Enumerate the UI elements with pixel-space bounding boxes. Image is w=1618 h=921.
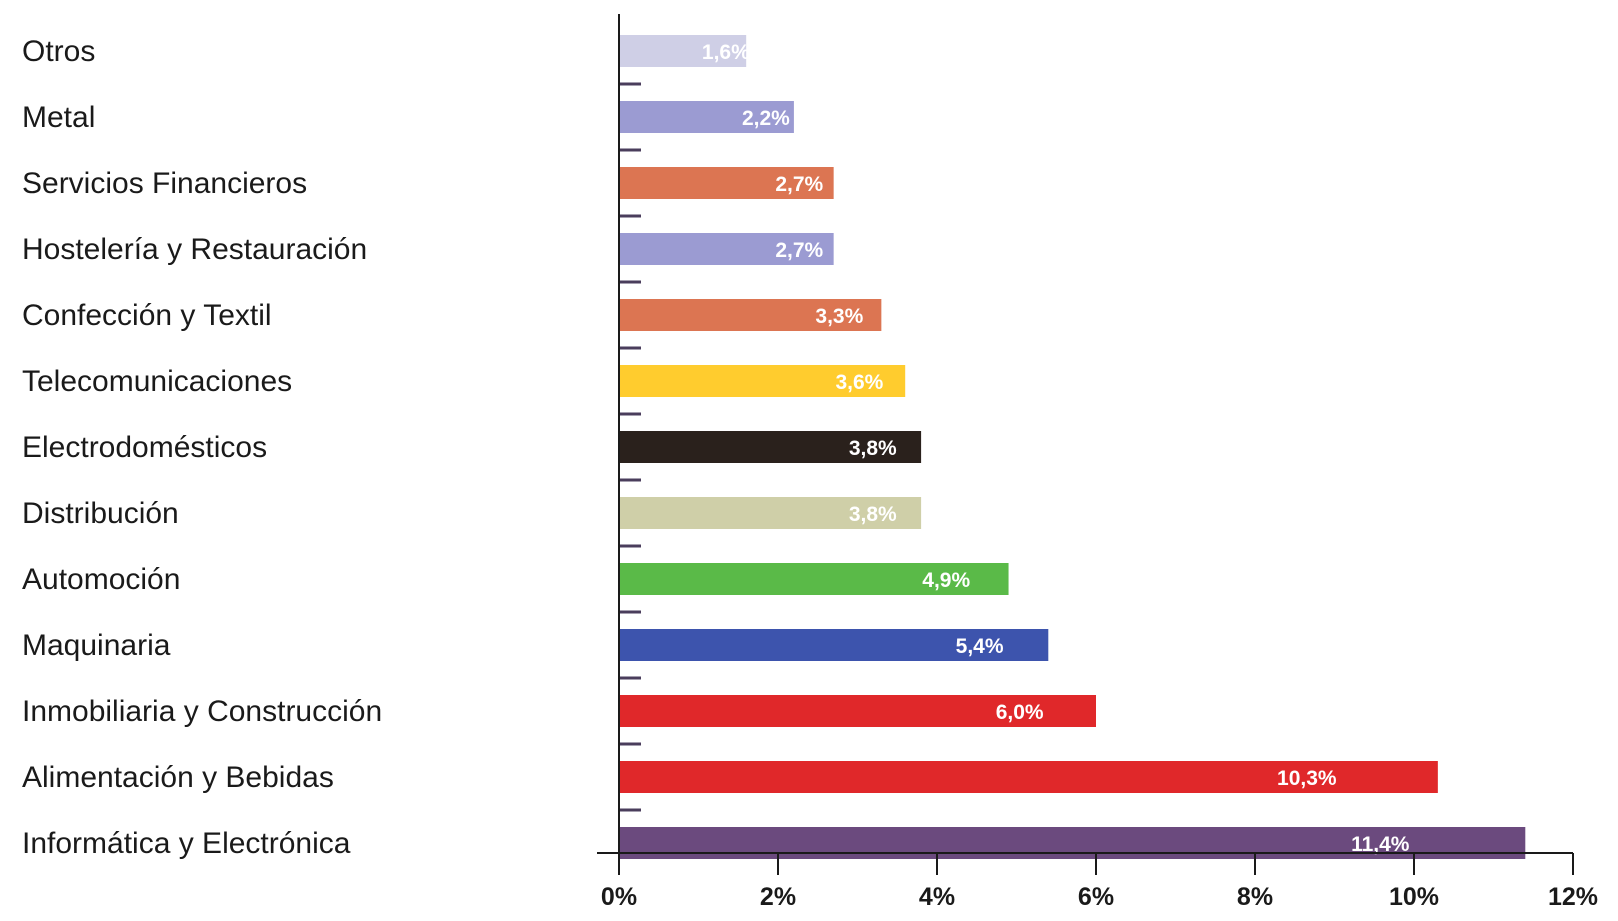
- bar: [619, 563, 1009, 595]
- x-tick-label: 0%: [601, 883, 637, 911]
- bar-value-label: 4,9%: [922, 569, 970, 592]
- category-label: Servicios Financieros: [22, 167, 307, 200]
- category-label: Otros: [22, 35, 95, 68]
- bar-value-label: 2,7%: [775, 173, 823, 196]
- category-label: Confección y Textil: [22, 299, 272, 332]
- bar-value-label: 2,7%: [775, 239, 823, 262]
- bar: [619, 35, 747, 67]
- x-axis-ticks: [618, 853, 1574, 875]
- category-label: Distribución: [22, 497, 179, 530]
- bars: [619, 35, 1526, 859]
- category-labels: Otros Metal Servicios Financieros Hostelerí…: [22, 35, 382, 860]
- bar: [619, 761, 1438, 793]
- bar-value-label: 1,6%: [702, 41, 750, 64]
- category-label: Metal: [22, 101, 95, 134]
- bar: [619, 299, 882, 331]
- bar-value-label: 5,4%: [956, 635, 1004, 658]
- bar-value-label: 3,3%: [815, 305, 863, 328]
- bar: [619, 431, 922, 463]
- category-label: Hostelería y Restauración: [22, 233, 367, 266]
- bar: [619, 365, 906, 397]
- x-tick-label: 10%: [1389, 883, 1439, 911]
- bar: [619, 497, 922, 529]
- bar-value-label: 10,3%: [1277, 767, 1337, 790]
- x-tick-label: 2%: [760, 883, 796, 911]
- category-label: Inmobiliaria y Construcción: [22, 695, 382, 728]
- bar-value-label: 3,8%: [849, 503, 897, 526]
- category-label: Electrodomésticos: [22, 431, 267, 464]
- bar-value-label: 3,6%: [835, 371, 883, 394]
- bar-value-label: 11,4%: [1351, 833, 1410, 856]
- category-label: Alimentación y Bebidas: [22, 761, 334, 794]
- bar-value-label: 3,8%: [849, 437, 897, 460]
- bar: [619, 629, 1049, 661]
- bar-value-label: 6,0%: [996, 701, 1044, 724]
- bar: [619, 695, 1096, 727]
- y-axis-ticks: [619, 82, 641, 812]
- x-tick-label: 6%: [1078, 883, 1114, 911]
- bar: [619, 101, 794, 133]
- x-tick-label: 8%: [1237, 883, 1273, 911]
- bar-value-label: 2,2%: [742, 107, 790, 130]
- category-label: Telecomunicaciones: [22, 365, 292, 398]
- bar: [619, 167, 834, 199]
- x-tick-label: 12%: [1548, 883, 1598, 911]
- category-label: Informática y Electrónica: [22, 827, 351, 860]
- bar-value-labels: 1,6% 2,2% 2,7% 2,7% 3,3% 3,6% 3,8% 3,8% 4,9% 5,4%…: [702, 41, 1410, 856]
- bar: [619, 233, 834, 265]
- x-tick-label: 4%: [919, 883, 955, 911]
- category-label: Maquinaria: [22, 629, 171, 662]
- category-label: Automoción: [22, 563, 180, 596]
- x-axis-tick-labels: 0% 2% 4% 6% 8% 10% 12%: [601, 883, 1598, 911]
